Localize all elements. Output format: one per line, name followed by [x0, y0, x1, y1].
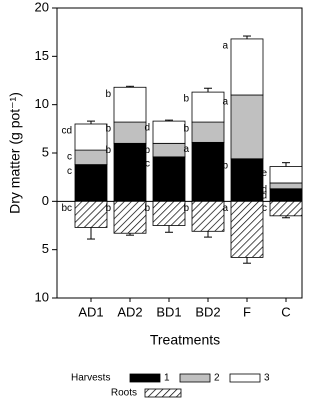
- legend-swatch: [144, 388, 182, 398]
- significance-letter: bc: [61, 203, 72, 214]
- significance-letter: c: [67, 152, 72, 163]
- bar-segment: [152, 200, 186, 226]
- bar-segment: [230, 38, 264, 96]
- bar-segment: [152, 120, 186, 144]
- x-tick-label: F: [243, 304, 251, 319]
- bar-segment: [152, 142, 186, 158]
- significance-letter: b: [222, 160, 228, 171]
- significance-letter: b: [183, 94, 189, 105]
- error-bar: [282, 215, 290, 219]
- significance-letter: b: [144, 203, 150, 214]
- bar-segment: [74, 149, 108, 166]
- significance-letter: b: [105, 89, 111, 100]
- significance-letter: d: [261, 190, 267, 201]
- significance-letter: a: [222, 41, 228, 52]
- error-bar: [126, 85, 134, 88]
- significance-letter: b: [183, 203, 189, 214]
- significance-letter: d: [144, 123, 150, 134]
- bar-segment: [269, 188, 303, 202]
- error-bar: [87, 120, 95, 124]
- bar-segment: [113, 200, 147, 234]
- x-tick-label: BD1: [156, 304, 181, 319]
- legend-label: 2: [214, 373, 220, 384]
- bar-segment: [113, 121, 147, 144]
- significance-letter: d: [261, 185, 267, 196]
- error-bar: [204, 231, 212, 238]
- x-tick-label: BD2: [195, 304, 220, 319]
- y-tick-label: 20: [35, 0, 49, 14]
- significance-letter: a: [222, 97, 228, 108]
- significance-letter: c: [145, 159, 150, 170]
- significance-letter: c: [67, 166, 72, 177]
- bar-segment: [230, 200, 264, 258]
- y-tick-label: 5: [42, 144, 49, 159]
- significance-letter: cd: [61, 126, 72, 137]
- bar-segment: [74, 200, 108, 228]
- y-tick-label: 5: [42, 241, 49, 256]
- x-tick-label: C: [281, 304, 290, 319]
- bar-segment: [269, 166, 303, 184]
- bar-segment: [113, 86, 147, 123]
- y-tick-label: 10: [35, 289, 49, 304]
- bar-segment: [191, 200, 225, 232]
- y-tick-label: 0: [42, 193, 49, 208]
- significance-letter: b: [105, 203, 111, 214]
- legend-label: 1: [164, 373, 170, 384]
- error-bar: [282, 162, 290, 167]
- error-bar: [204, 87, 212, 93]
- x-axis-label: Treatments: [150, 332, 220, 348]
- significance-letter: b: [144, 145, 150, 156]
- x-tick-label: AD2: [117, 304, 142, 319]
- y-tick-label: 15: [35, 48, 49, 63]
- significance-letter: b: [183, 124, 189, 135]
- bar-segment: [191, 91, 225, 123]
- bar-segment: [152, 156, 186, 202]
- bar-segment: [269, 200, 303, 217]
- y-axis-label: Dry matter (g pot⁻¹): [7, 92, 23, 214]
- legend-swatch: [229, 373, 261, 383]
- bar-segment: [74, 123, 108, 151]
- error-bar: [243, 257, 251, 264]
- error-bar: [243, 35, 251, 39]
- legend-label: 3: [264, 373, 270, 384]
- significance-letter: e: [261, 168, 267, 179]
- y-tick-label: 10: [35, 96, 49, 111]
- legend-label: Roots: [111, 388, 137, 399]
- bar-segment: [113, 142, 147, 202]
- bar-segment: [230, 158, 264, 202]
- significance-letter: b: [105, 124, 111, 135]
- significance-letter: b: [105, 145, 111, 156]
- x-tick-label: AD1: [78, 304, 103, 319]
- significance-letter: a: [222, 203, 228, 214]
- bar-segment: [191, 121, 225, 143]
- bar-segment: [230, 94, 264, 160]
- error-bar: [126, 233, 134, 236]
- bar-segment: [191, 141, 225, 202]
- legend-swatch: [129, 373, 161, 383]
- error-bar: [87, 227, 95, 240]
- error-bar: [165, 119, 173, 122]
- error-bar: [165, 225, 173, 233]
- bar-segment: [74, 164, 108, 202]
- bar-segment: [269, 182, 303, 190]
- significance-letter: c: [262, 203, 267, 214]
- significance-letter: a: [183, 144, 189, 155]
- legend-swatch: [179, 373, 211, 383]
- legend-title: Harvests: [71, 373, 110, 384]
